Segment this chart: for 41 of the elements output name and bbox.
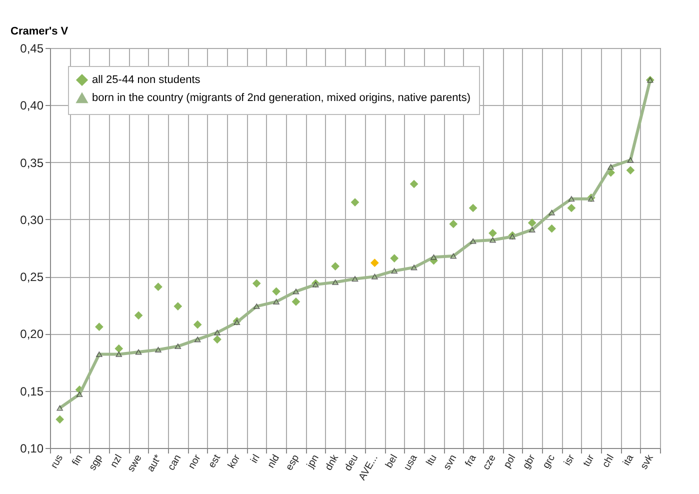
y-tick-label: 0,40 xyxy=(20,98,44,113)
x-tick-label: swe xyxy=(126,452,144,474)
x-tick-label: sgp xyxy=(87,452,106,472)
legend-label: all 25-44 non students xyxy=(92,74,201,86)
x-tick-label: fra xyxy=(463,452,479,469)
y-axis-title: Cramer's V xyxy=(10,26,69,38)
y-tick-label: 0,25 xyxy=(20,270,44,284)
y-tick-label: 0,45 xyxy=(20,42,44,56)
x-tick-label: bel xyxy=(384,453,400,470)
x-tick-label: fin xyxy=(70,453,86,468)
x-tick-label: rus xyxy=(49,453,66,471)
x-tick-label: jpn xyxy=(304,453,322,471)
x-tick-label: nzl xyxy=(108,453,125,470)
x-tick-label: nld xyxy=(266,453,282,470)
y-tick-label: 0,10 xyxy=(20,442,44,456)
x-tick-label: cze xyxy=(481,452,499,472)
y-tick-label: 0,30 xyxy=(20,212,44,227)
x-tick-label: chl xyxy=(600,453,617,470)
x-tick-label: kor xyxy=(226,452,243,471)
x-tick-label: nor xyxy=(186,452,204,472)
x-tick-label: gbr xyxy=(521,452,538,472)
y-tick-label: 0,20 xyxy=(20,327,44,342)
x-tick-label: pol xyxy=(502,453,518,470)
x-tick-label: usa xyxy=(402,452,420,472)
x-tick-label: deu xyxy=(342,453,361,473)
x-tick-label: ltu xyxy=(424,453,440,468)
x-tick-label: aut* xyxy=(145,452,164,474)
x-tick-label: grc xyxy=(540,453,558,471)
x-tick-label: svk xyxy=(638,452,656,472)
y-tick-label: 0,35 xyxy=(20,156,44,170)
x-tick-label: dnk xyxy=(323,452,342,472)
x-tick-label: isr xyxy=(562,452,578,468)
x-tick-label: can xyxy=(166,453,184,472)
x-tick-label: ita xyxy=(621,452,636,468)
x-tick-label: svn xyxy=(442,453,460,472)
x-tick-label: esp xyxy=(284,452,302,472)
x-tick-label: irl xyxy=(248,453,262,466)
x-tick-label: est xyxy=(206,452,224,470)
legend-label: born in the country (migrants of 2nd generation, mixed origins, native parents) xyxy=(92,92,470,104)
x-tick-label: tur xyxy=(581,452,598,469)
y-tick-label: 0,15 xyxy=(20,384,44,398)
